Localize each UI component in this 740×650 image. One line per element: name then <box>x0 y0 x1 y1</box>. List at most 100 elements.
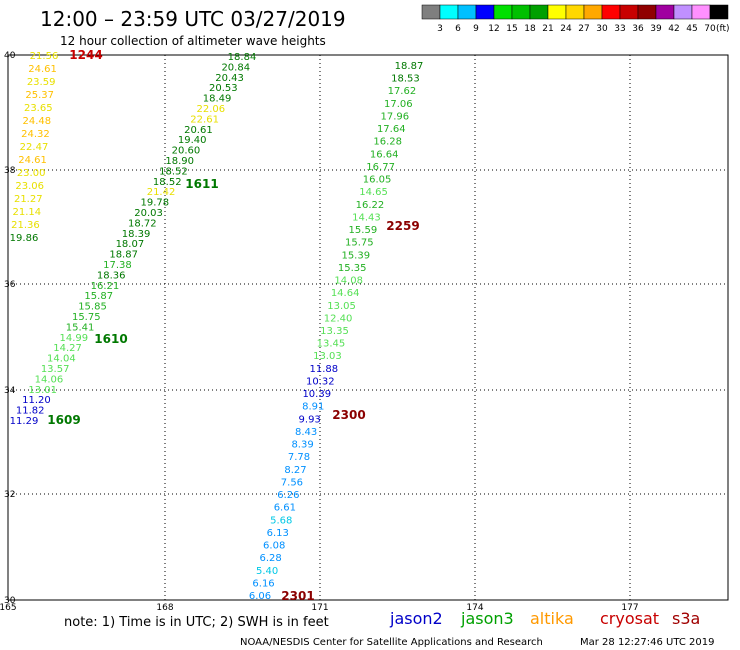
wave-height-value: 16.05 <box>363 175 392 186</box>
wave-height-value: 20.43 <box>215 73 244 84</box>
scale-swatch <box>421 4 441 20</box>
latitude-label: 34 <box>4 386 16 396</box>
wave-height-value: 14.65 <box>359 187 388 198</box>
scale-label: 36 <box>632 24 644 34</box>
track-left-values: 21.56 24.61 23.59 25.37 23.65 24.48 24.32 22.47… <box>10 51 59 244</box>
wave-height-value: 18.84 <box>228 52 257 63</box>
scale-label: 42 <box>668 24 679 34</box>
track-diagonal-values: 18.8420.8420.4320.5318.4922.0622.6120.61… <box>10 52 257 427</box>
latitude-labels: 40 38 36 34 32 30 <box>4 51 16 606</box>
wave-height-value: 20.60 <box>172 146 201 157</box>
scale-label: 21 <box>542 24 553 34</box>
pass-time-label: 1609 <box>47 413 80 427</box>
wave-height-value: 23.06 <box>15 181 44 192</box>
wave-height-value: 10.32 <box>306 376 335 387</box>
scale-swatch <box>673 4 693 20</box>
wave-height-value: 18.36 <box>97 270 126 281</box>
longitude-label: 168 <box>156 603 173 613</box>
wave-height-color-scale: 3 6 9 12 15 18 21 24 27 30 33 36 39 42 45 70 <box>421 4 729 34</box>
wave-height-value: 23.00 <box>17 168 46 179</box>
wave-height-value: 24.48 <box>23 116 52 127</box>
wave-height-value: 15.87 <box>84 291 113 302</box>
wave-height-value: 14.04 <box>47 354 76 365</box>
wave-height-value: 7.56 <box>281 477 303 488</box>
legend-cryosat: cryosat <box>600 609 659 628</box>
scale-swatch <box>511 4 531 20</box>
wave-height-value: 21.42 <box>147 187 176 198</box>
footer-timestamp: Mar 28 12:27:46 UTC 2019 <box>580 637 715 648</box>
pass-time-label: 1611 <box>185 177 218 191</box>
wave-height-value: 15.85 <box>78 302 107 313</box>
wave-height-value: 14.27 <box>53 343 82 354</box>
latitude-label: 40 <box>4 51 16 61</box>
wave-height-value: 15.59 <box>349 225 378 236</box>
latitude-label: 30 <box>4 596 16 606</box>
wave-height-value: 21.36 <box>11 220 40 231</box>
wave-height-value: 14.43 <box>352 212 381 223</box>
wave-height-value: 22.61 <box>190 114 219 125</box>
wave-height-value: 18.07 <box>116 239 145 250</box>
wave-height-value: 6.13 <box>267 528 289 539</box>
wave-height-value: 19.86 <box>10 233 39 244</box>
wave-height-value: 20.53 <box>209 83 238 94</box>
wave-height-value: 21.27 <box>14 194 43 205</box>
scale-label: 18 <box>524 24 536 34</box>
wave-height-value: 5.68 <box>270 515 292 526</box>
wave-height-value: 24.32 <box>21 129 50 140</box>
wave-height-value: 16.28 <box>373 137 402 148</box>
scale-label: 12 <box>488 24 499 34</box>
wave-height-value: 19.40 <box>178 135 207 146</box>
pass-time-label: 1244 <box>69 48 102 62</box>
map-title: 12:00 – 23:59 UTC 03/27/2019 <box>40 7 346 31</box>
wave-height-value: 13.35 <box>320 326 349 337</box>
wave-height-value: 18.87 <box>109 250 138 261</box>
wave-height-value: 5.40 <box>256 566 278 577</box>
scale-swatch <box>655 4 675 20</box>
wave-height-value: 18.49 <box>203 94 232 105</box>
pass-time-label: 2259 <box>386 219 419 233</box>
scale-label: 3 <box>437 24 443 34</box>
wave-height-value: 16.22 <box>356 200 385 211</box>
scale-swatch <box>565 4 585 20</box>
wave-height-value: 14.99 <box>60 333 89 344</box>
wave-height-value: 7.78 <box>288 452 310 463</box>
wave-height-value: 13.45 <box>317 339 346 350</box>
scale-unit: (ft) <box>716 24 730 34</box>
scale-swatch <box>709 4 729 20</box>
satellite-legend: jason2 jason3 altika cryosat s3a <box>389 609 700 628</box>
footer-credit: NOAA/NESDIS Center for Satellite Applica… <box>240 637 543 648</box>
wave-height-value: 9.93 <box>299 414 321 425</box>
wave-height-value: 18.87 <box>395 61 424 72</box>
wave-height-value: 19.78 <box>140 198 169 209</box>
scale-swatch <box>583 4 603 20</box>
scale-swatch <box>601 4 621 20</box>
pass-time-label: 1610 <box>94 332 127 346</box>
wave-height-value: 11.88 <box>310 364 339 375</box>
scale-swatch <box>457 4 477 20</box>
scale-swatch <box>493 4 513 20</box>
scale-swatch <box>475 4 495 20</box>
wave-height-value: 11.29 <box>10 416 39 427</box>
scale-swatch <box>691 4 711 20</box>
wave-height-value: 23.65 <box>24 103 53 114</box>
longitude-label: 171 <box>311 603 328 613</box>
wave-height-value: 16.21 <box>91 281 120 292</box>
wave-height-value: 14.64 <box>331 288 360 299</box>
wave-height-value: 13.05 <box>327 301 356 312</box>
wave-height-value: 18.90 <box>165 156 194 167</box>
pass-time-labels: 1244 1611 1610 1609 2259 2300 2301 <box>47 48 419 603</box>
scale-label: 45 <box>686 24 697 34</box>
wave-height-value: 20.61 <box>184 125 213 136</box>
scale-label: 6 <box>455 24 461 34</box>
wave-height-value: 23.59 <box>27 77 56 88</box>
wave-height-value: 18.52 <box>153 177 182 188</box>
wave-height-value: 16.77 <box>366 162 395 173</box>
wave-height-value: 18.52 <box>159 166 188 177</box>
wave-height-value: 6.28 <box>260 553 282 564</box>
scale-label: 15 <box>506 24 517 34</box>
scale-label: 70 <box>704 24 716 34</box>
latitude-label: 32 <box>4 490 15 500</box>
wave-height-value: 21.56 <box>30 51 59 62</box>
wave-height-value: 13.57 <box>41 364 70 375</box>
wave-height-value: 6.06 <box>249 591 271 602</box>
